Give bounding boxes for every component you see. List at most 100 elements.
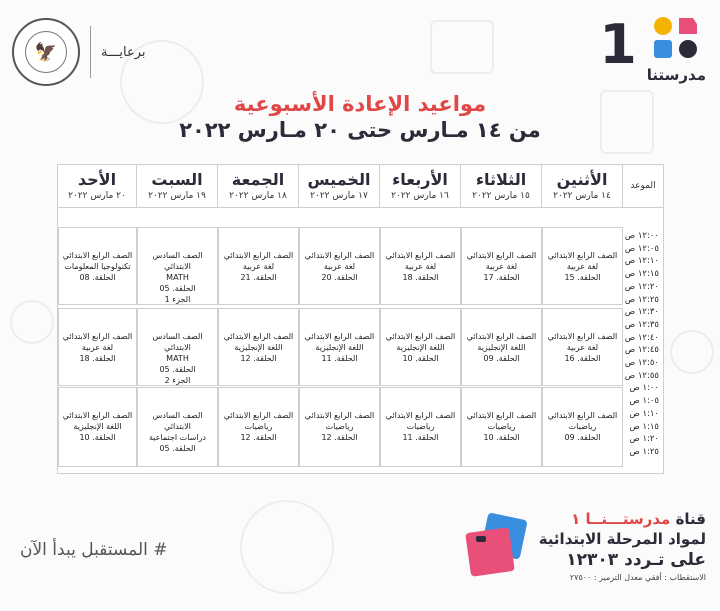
schedule-cell: الصف الرابع الابتدائي رياضيات الحلقة. 12 <box>218 387 299 467</box>
cell-line: الصف الرابع الابتدائي <box>466 251 537 260</box>
cell-line: الصف الرابع الابتدائي <box>466 332 537 341</box>
cell-line: رياضيات <box>487 422 516 431</box>
cell-line: الجزء 1 <box>164 295 191 304</box>
schedule-cell: الصف الرابع الابتدائي اللغة الإنجليزية الح… <box>380 308 461 386</box>
time-slot: ١٢:٣٥ ص <box>624 319 659 330</box>
cell-line: الحلقة. 18 <box>402 273 439 282</box>
cell-line: الجزء 2 <box>164 376 191 385</box>
cell-line: دراسات اجتماعية <box>149 433 206 442</box>
cell-line: الصف الرابع الابتدائي <box>385 411 456 420</box>
cell-line: اللغة الإنجليزية <box>315 343 364 352</box>
schedule-cell: الصف الرابع الابتدائي اللغة الإنجليزية الح… <box>58 387 137 467</box>
schedule-cell: الصف السادس الابتدائي دراسات اجتماعية الحل… <box>137 387 218 467</box>
schedule-cell: الصف الرابع الابتدائي لغة عربية الحلقة. 21 <box>218 227 299 305</box>
channel-frequency: على تـردد ١٢٣٠٣ <box>566 550 706 570</box>
cell-line: الحلقة. 05 <box>159 284 196 293</box>
cell-line: الحلقة. 09 <box>483 354 520 363</box>
time-slot: ١٢:٥٥ ص <box>624 370 659 381</box>
schedule-cell: الصف الرابع الابتدائي لغة عربية الحلقة. 20 <box>299 227 380 305</box>
sponsor-label: برعايـــة <box>101 44 146 60</box>
tagline: # المستقبل يبدأ الآن <box>20 540 168 560</box>
cell-line: الحلقة. 12 <box>321 433 358 442</box>
time-slot: ١٢:١٠ ص <box>624 256 659 267</box>
schedule-cell: الصف الرابع الابتدائي تكنولوجيا المعلومات… <box>58 227 137 305</box>
cell-line: MATH <box>166 273 189 282</box>
day-header-saturday: السبت ١٩ مارس ٢٠٢٢ <box>137 165 218 207</box>
cell-line: رياضيات <box>244 422 273 431</box>
background-doodle <box>10 300 54 344</box>
channel-prefix: قناة <box>675 510 706 528</box>
cell-line: الحلقة. 16 <box>564 354 601 363</box>
background-doodle <box>120 40 204 124</box>
cell-line: الحلقة. 11 <box>321 354 358 363</box>
time-slot: ١:١٥ ص <box>629 421 659 432</box>
cell-line: الصف الرابع الابتدائي <box>547 411 618 420</box>
cell-line: اللغة الإنجليزية <box>73 422 122 431</box>
cell-line: لغة عربية <box>485 262 518 271</box>
time-slot: ١:١٠ ص <box>629 408 659 419</box>
cell-line: الصف الرابع الابتدائي <box>304 332 375 341</box>
day-header-monday: الأثنين ١٤ مارس ٢٠٢٢ <box>542 165 623 207</box>
cell-line: الحلقة. 17 <box>483 273 520 282</box>
schedule-cell: الصف الرابع الابتدائي لغة عربية الحلقة. 18 <box>58 308 137 386</box>
cell-line: الصف السادس الابتدائي <box>152 332 203 352</box>
brand-logo: 1 مدرستنا <box>599 14 706 84</box>
page-subtitle: من ١٤ مـارس حتى ٢٠ مـارس ٢٠٢٢ <box>179 118 541 142</box>
time-slot: ١٢:٤٥ ص <box>624 345 659 356</box>
time-slot: ١٢:٣٠ ص <box>624 307 659 318</box>
ministry-block: 🦅 برعايـــة <box>12 18 146 86</box>
time-slot: ١:٢٠ ص <box>629 434 659 445</box>
day-header-sunday: الأحد ٢٠ مارس ٢٠٢٢ <box>58 165 137 207</box>
ministry-seal-icon: 🦅 <box>12 18 80 86</box>
cell-line: الصف الرابع الابتدائي <box>547 332 618 341</box>
schedule-cell: الصف الرابع الابتدائي اللغة الإنجليزية الح… <box>461 308 542 386</box>
schedule-cell: الصف السادس الابتدائي MATH الحلقة. 05 الجزء… <box>137 308 218 386</box>
schedule-cell: الصف الرابع الابتدائي لغة عربية الحلقة. 17 <box>461 227 542 305</box>
cell-line: الصف الرابع الابتدائي <box>385 332 456 341</box>
schedule-cell: الصف الرابع الابتدائي اللغة الإنجليزية الح… <box>299 308 380 386</box>
divider <box>90 26 91 78</box>
cell-line: الصف الرابع الابتدائي <box>466 411 537 420</box>
cell-line: رياضيات <box>568 422 597 431</box>
cell-line: الحلقة. 20 <box>321 273 358 282</box>
background-doodle <box>430 20 494 74</box>
cell-line: اللغة الإنجليزية <box>477 343 526 352</box>
cell-line: الحلقة. 05 <box>159 444 196 453</box>
cell-line: الحلقة. 21 <box>240 273 277 282</box>
cell-line: الحلقة. 15 <box>564 273 601 282</box>
time-column-header: الموعد <box>630 181 656 191</box>
time-slot: ١٢:٤٠ ص <box>624 332 659 343</box>
brand-number: 1 <box>599 13 637 76</box>
cell-line: الحلقة. 12 <box>240 433 277 442</box>
cell-line: الصف الرابع الابتدائي <box>304 251 375 260</box>
cell-line: الصف الرابع الابتدائي <box>62 332 133 341</box>
logo-mark-icon <box>649 14 703 64</box>
day-header-thursday: الخميس ١٧ مارس ٢٠٢٢ <box>299 165 380 207</box>
time-slot: ١٢:٢٥ ص <box>624 294 659 305</box>
cell-line: لغة عربية <box>404 262 437 271</box>
schedule-cell: الصف الرابع الابتدائي رياضيات الحلقة. 10 <box>461 387 542 467</box>
brand-name: مدرستنا <box>646 66 706 84</box>
channel-info: قناة مدرستـــنــا ١ لمواد المرحلة الابتد… <box>539 510 706 582</box>
time-slot: ١:٢٥ ص <box>629 446 659 457</box>
cell-line: MATH <box>166 354 189 363</box>
schedule-cell: الصف السادس الابتدائي MATH الحلقة. 05 الجزء… <box>137 227 218 305</box>
cell-line: الحلقة. 10 <box>402 354 439 363</box>
cell-line: اللغة الإنجليزية <box>234 343 283 352</box>
schedule-cell: الصف الرابع الابتدائي لغة عربية الحلقة. 18 <box>380 227 461 305</box>
background-doodle <box>600 90 654 154</box>
cell-line: الصف الرابع الابتدائي <box>385 251 456 260</box>
cell-line: الصف الرابع الابتدائي <box>223 251 294 260</box>
page-title: مواعيد الإعادة الأسبوعية <box>233 92 487 116</box>
cell-line: الحلقة. 08 <box>79 273 116 282</box>
cell-line: الصف الرابع الابتدائي <box>304 411 375 420</box>
channel-line-2: لمواد المرحلة الابتدائية <box>538 530 706 548</box>
time-slot: ١٢:٠٥ ص <box>624 243 659 254</box>
cell-line: رياضيات <box>406 422 435 431</box>
cell-line: لغة عربية <box>242 262 275 271</box>
day-header-friday: الجمعة ١٨ مارس ٢٠٢٢ <box>218 165 299 207</box>
day-header-wednesday: الأربعاء ١٦ مارس ٢٠٢٢ <box>380 165 461 207</box>
cell-line: الحلقة. 09 <box>564 433 601 442</box>
cell-line: لغة عربية <box>566 343 599 352</box>
